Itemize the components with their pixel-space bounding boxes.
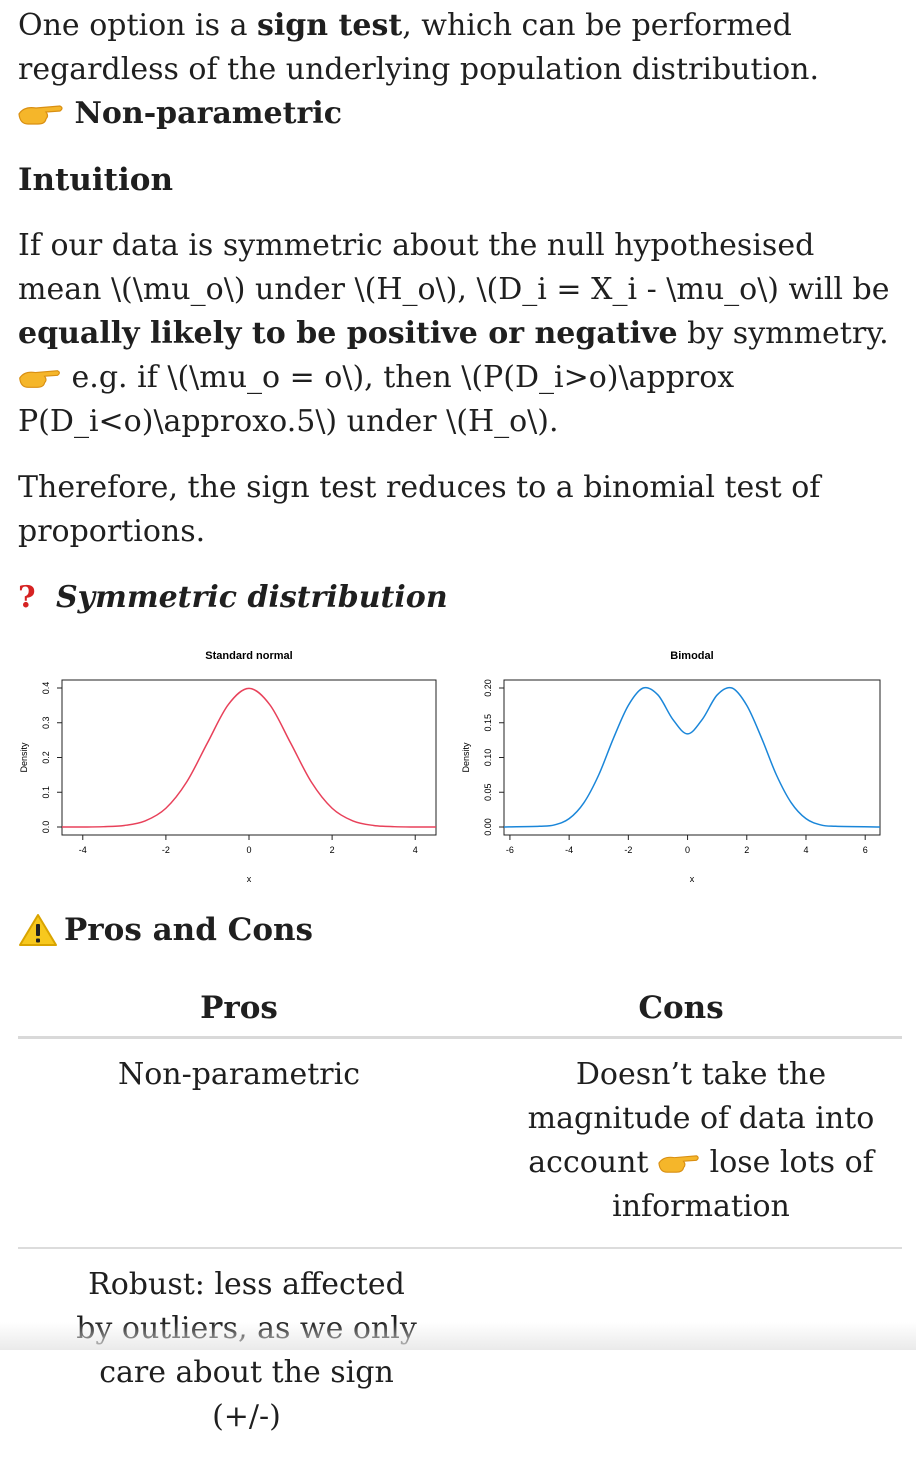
y-tick-label: 0.0 bbox=[41, 821, 51, 834]
pointing-right-icon bbox=[18, 105, 63, 125]
y-tick-label: 0.2 bbox=[41, 751, 51, 764]
x-tick-label: 4 bbox=[413, 845, 418, 855]
bimodal-plot: Bimodal x Density -6 -4 -2 0 2 4 6 0.00 0.05 0.10 0.1… bbox=[461, 650, 881, 884]
symmetric-heading-text: Symmetric distribution bbox=[56, 580, 448, 615]
y-tick-label: 0.00 bbox=[483, 818, 493, 836]
y-tick-label: 0.4 bbox=[41, 682, 51, 695]
conclusion-paragraph: Therefore, the sign test reduces to a bi… bbox=[18, 470, 821, 549]
x-tick-label: -2 bbox=[624, 845, 632, 855]
x-tick-label: -4 bbox=[565, 845, 573, 855]
pointing-right-icon bbox=[658, 1155, 699, 1173]
density-line bbox=[61, 687, 437, 828]
intro-text-end: , which can be performed regardless of t… bbox=[18, 8, 820, 87]
intro-text: One option is a bbox=[18, 8, 257, 43]
question-mark-icon: ? bbox=[18, 580, 36, 615]
bottom-fade bbox=[0, 1322, 916, 1350]
intro-bold: sign test bbox=[257, 8, 403, 43]
y-tick-label: 0.1 bbox=[41, 786, 51, 799]
x-tick-label: 6 bbox=[863, 845, 868, 855]
con-text: Doesn’t take the magnitude of data into … bbox=[527, 1057, 875, 1180]
table-row: Robust: less affected by outliers, as we… bbox=[18, 1248, 902, 1457]
x-tick-label: 0 bbox=[685, 845, 690, 855]
x-axis-label: x bbox=[690, 874, 695, 884]
density-line bbox=[503, 686, 881, 828]
con-text-end: lose lots of information bbox=[612, 1145, 874, 1224]
x-tick-label: -6 bbox=[506, 845, 514, 855]
pros-cons-table: Pros Cons Non-parametric Doesn’t take th… bbox=[18, 980, 902, 1457]
y-axis-label: Density bbox=[461, 742, 471, 773]
x-tick-label: -2 bbox=[162, 845, 170, 855]
intuition-text-end: by symmetry. bbox=[677, 316, 889, 351]
x-tick-label: -4 bbox=[79, 845, 87, 855]
table-row: Non-parametric Doesn’t take the magnitud… bbox=[18, 1037, 902, 1249]
con-cell: Doesn’t take the magnitude of data into … bbox=[460, 1037, 902, 1249]
x-axis-label: x bbox=[247, 874, 252, 884]
y-tick-label: 0.10 bbox=[483, 749, 493, 767]
intuition-paragraph: If our data is symmetric about the null … bbox=[18, 224, 898, 444]
x-tick-label: 2 bbox=[330, 845, 335, 855]
pros-column-header: Pros bbox=[18, 980, 460, 1039]
y-tick-label: 0.20 bbox=[483, 679, 493, 697]
symmetric-heading: ? Symmetric distribution bbox=[18, 576, 448, 620]
y-axis-label: Density bbox=[19, 742, 29, 773]
con-cell bbox=[460, 1248, 902, 1457]
pros-cons-heading: Pros and Cons bbox=[18, 908, 313, 952]
cons-column-header: Cons bbox=[460, 980, 902, 1039]
x-tick-label: 2 bbox=[744, 845, 749, 855]
pro-cell: Robust: less affected by outliers, as we… bbox=[76, 1267, 417, 1434]
y-tick-label: 0.05 bbox=[483, 783, 493, 801]
pro-cell: Non-parametric bbox=[18, 1037, 460, 1249]
x-tick-label: 0 bbox=[246, 845, 251, 855]
chart-title: Standard normal bbox=[205, 650, 292, 662]
pointing-right-icon bbox=[19, 370, 60, 388]
chart-title: Bimodal bbox=[670, 650, 713, 662]
intuition-heading: Intuition bbox=[18, 162, 173, 198]
plot-frame bbox=[503, 679, 881, 836]
nonparametric-hint: Non-parametric bbox=[18, 92, 342, 136]
intuition-example: e.g. if \(\mu_o = o\), then \(P(D_i>o)\a… bbox=[18, 360, 735, 439]
intuition-bold: equally likely to be positive or negativ… bbox=[18, 316, 678, 351]
pros-cons-heading-text: Pros and Cons bbox=[64, 912, 313, 948]
x-tick-label: 4 bbox=[803, 845, 808, 855]
warning-icon bbox=[19, 913, 57, 946]
plot-frame bbox=[61, 679, 437, 836]
y-tick-label: 0.15 bbox=[483, 714, 493, 732]
standard-normal-plot: Standard normal x Density -4 -2 0 2 4 0.0 0.1 0.2 0… bbox=[19, 650, 437, 884]
hint-label: Non-parametric bbox=[74, 96, 342, 131]
intuition-text: If our data is symmetric about the null … bbox=[18, 228, 890, 307]
y-tick-label: 0.3 bbox=[41, 716, 51, 729]
intro-paragraph: One option is a sign test, which can be … bbox=[18, 4, 898, 92]
